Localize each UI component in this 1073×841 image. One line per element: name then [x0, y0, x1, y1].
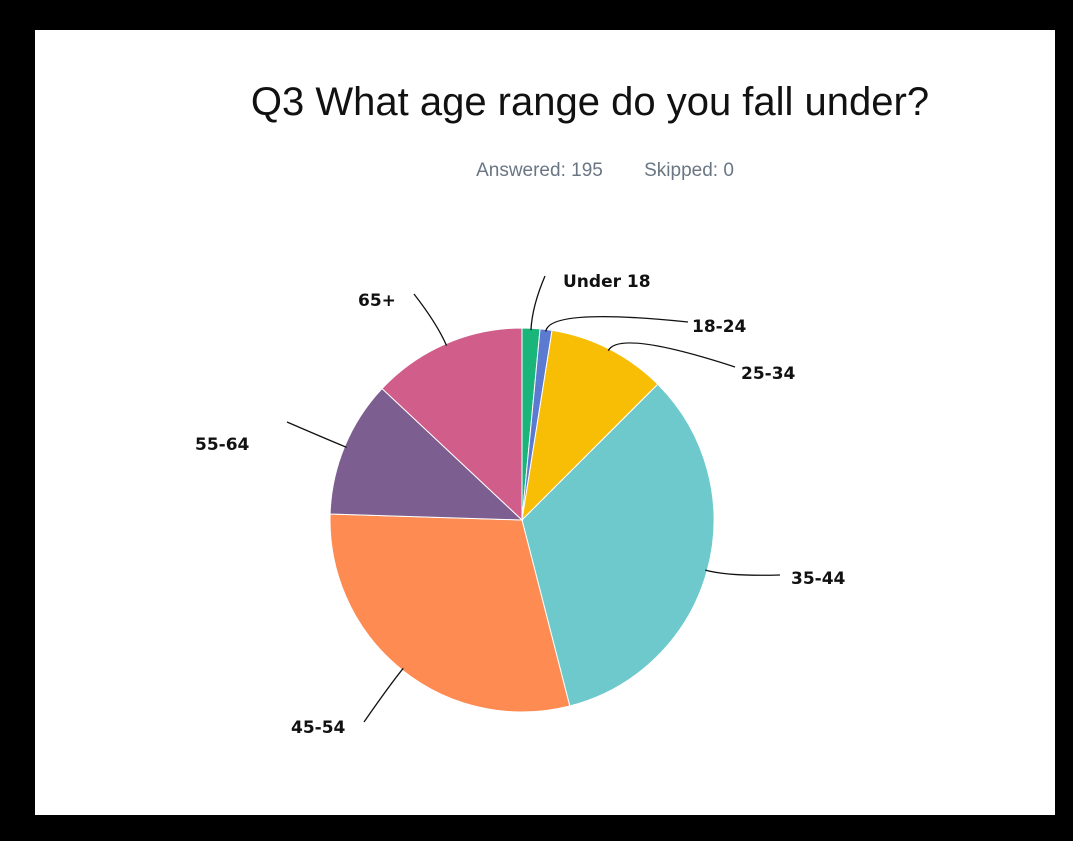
pie-slices [329, 327, 715, 713]
slice-labels: Under 18 18-24 25-34 35-44 45-54 55-64 65+ [195, 272, 846, 738]
leader-line-55-64 [286, 421, 347, 448]
leader-line-35-44 [705, 569, 781, 576]
slice-label-45-54: 45-54 [291, 718, 346, 738]
response-stats: Answered: 195 Skipped: 0 [0, 160, 1073, 182]
slice-label-65-: 65+ [358, 291, 396, 311]
leader-line-65- [413, 293, 448, 346]
leader-line-45-54 [363, 667, 404, 723]
answered-count: Answered: 195 [476, 160, 603, 181]
leader-lines [286, 275, 781, 723]
slice-label-25-34: 25-34 [741, 364, 796, 384]
slice-label-18-24: 18-24 [692, 317, 747, 337]
leader-line-under-18 [530, 275, 546, 331]
slice-label-under-18: Under 18 [563, 272, 651, 292]
chart-title: Q3 What age range do you fall under? [250, 80, 930, 124]
slice-label-35-44: 35-44 [791, 569, 846, 589]
skipped-count: Skipped: 0 [644, 160, 734, 181]
leader-line-18-24 [545, 315, 689, 332]
leader-line-25-34 [607, 342, 736, 368]
slice-label-55-64: 55-64 [195, 435, 250, 455]
